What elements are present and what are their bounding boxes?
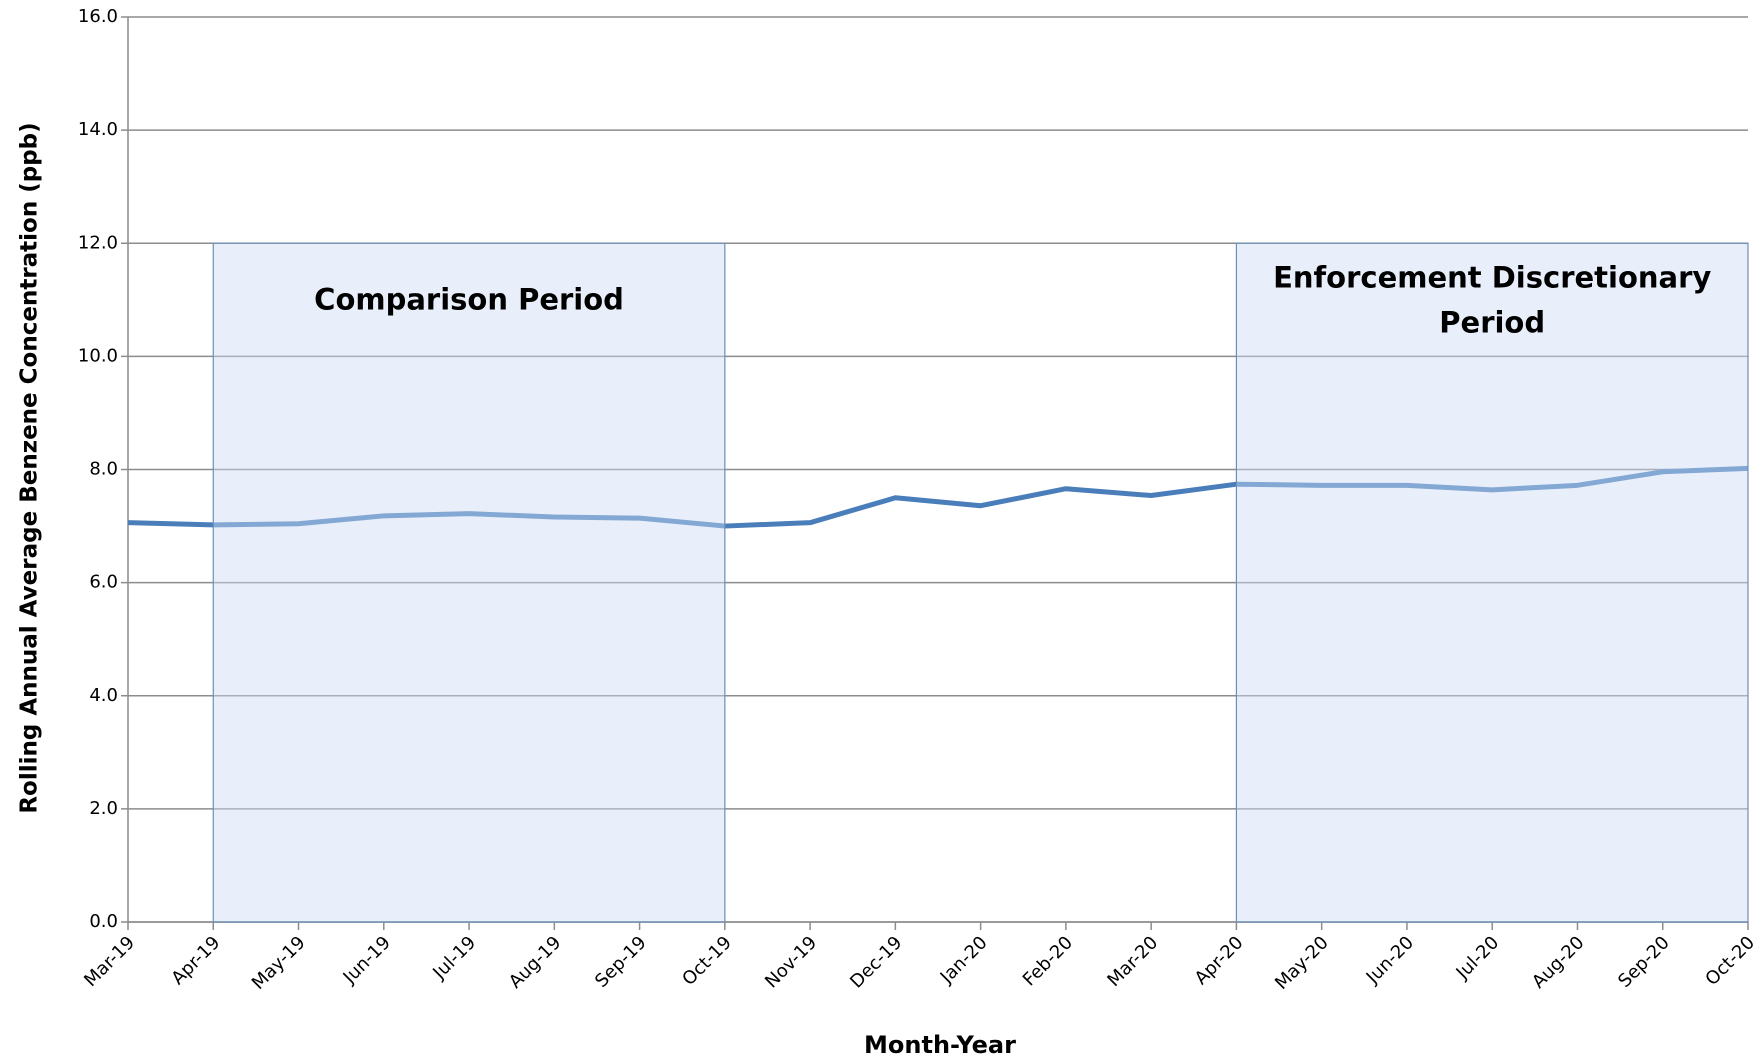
region-label: Enforcement Discretionary: [1273, 260, 1711, 294]
x-tick-label: Mar-19: [80, 932, 139, 991]
x-tick-label: Sep-20: [1614, 932, 1674, 992]
x-tick-label: Feb-20: [1019, 932, 1077, 990]
region-label: Period: [1439, 305, 1545, 339]
line: [127, 465, 1749, 529]
y-tick-label: 4.0: [89, 685, 118, 706]
region-label: Comparison Period: [314, 282, 624, 316]
x-axis-title: Month-Year: [864, 1031, 1016, 1059]
y-tick-label: 2.0: [89, 798, 118, 819]
x-tick-label: Jun-19: [339, 932, 395, 988]
x-tick-label: Jan-20: [936, 932, 992, 988]
shaded-region: [212, 242, 726, 923]
x-tick-label: May-19: [248, 932, 310, 994]
y-tick-label: 8.0: [89, 459, 118, 480]
x-tick-label: Dec-19: [846, 932, 906, 992]
x-tick-label: Mar-20: [1103, 932, 1162, 991]
x-tick-label: Aug-19: [505, 932, 565, 992]
x-tick-label: Jun-20: [1362, 932, 1418, 988]
y-axis-title: Rolling Annual Average Benzene Concentra…: [17, 122, 43, 813]
y-tick-label: 10.0: [78, 345, 118, 366]
y-tick-label: 12.0: [78, 232, 118, 253]
y-tick-label: 14.0: [78, 119, 118, 140]
x-tick-label: Jul-20: [1452, 932, 1504, 984]
shaded-region: [1235, 242, 1749, 923]
x-tick-label: Jul-19: [428, 932, 480, 984]
y-tick-label: 16.0: [78, 6, 118, 27]
x-tick-label: Oct-19: [678, 932, 736, 990]
x-tick-label: Apr-20: [1191, 932, 1248, 989]
x-tick-label: Apr-19: [167, 932, 224, 989]
x-tick-label: Sep-19: [591, 932, 651, 992]
x-tick-label: May-20: [1271, 932, 1333, 994]
x-tick-label: Oct-20: [1701, 932, 1759, 990]
x-tick-label: Aug-20: [1528, 932, 1588, 992]
y-tick-label: 0.0: [89, 911, 118, 932]
x-tick-label: Nov-19: [761, 932, 821, 992]
y-tick-label: 6.0: [89, 572, 118, 593]
